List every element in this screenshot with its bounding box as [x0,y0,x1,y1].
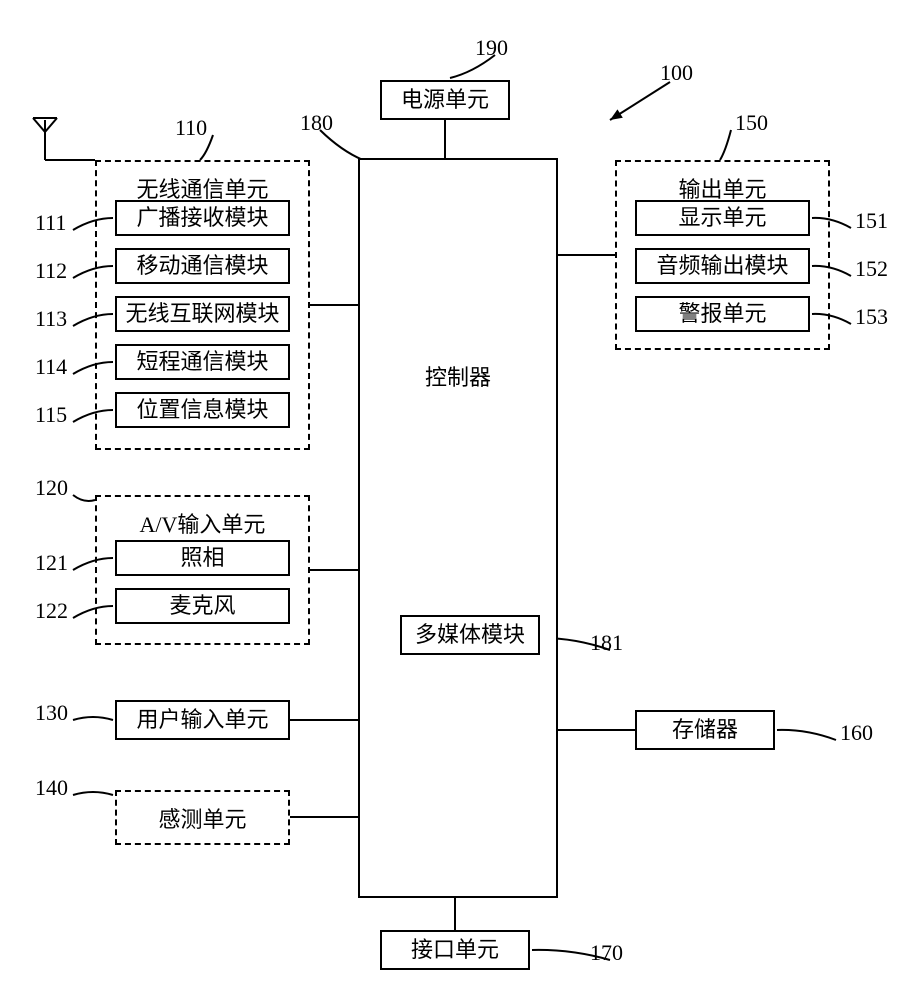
location-label: 位置信息模块 [136,399,268,421]
user-input-block: 用户输入单元 [115,700,290,740]
broadcast-rx-label: 广播接收模块 [136,207,268,229]
power-block: 电源单元 [380,80,510,120]
ref-112: 112 [35,258,67,284]
ref-170: 170 [590,940,623,966]
sensing-block: 感测单元 [115,790,290,845]
camera-block: 照相 [115,540,290,576]
ref-130: 130 [35,700,68,726]
mic-label: 麦克风 [169,595,235,617]
ref-120: 120 [35,475,68,501]
ref-100: 100 [660,60,693,86]
multimedia-block: 多媒体模块 [400,615,540,655]
ref-114: 114 [35,354,67,380]
audio-out-label: 音频输出模块 [656,255,788,277]
ref-180: 180 [300,110,333,136]
ref-151: 151 [855,208,888,234]
ref-122: 122 [35,598,68,624]
mobile-comm-label: 移动通信模块 [136,255,268,277]
interface-block: 接口单元 [380,930,530,970]
ref-190: 190 [475,35,508,61]
ref-150: 150 [735,110,768,136]
memory-label: 存储器 [672,719,738,741]
ref-121: 121 [35,550,68,576]
location-block: 位置信息模块 [115,392,290,428]
ref-160: 160 [840,720,873,746]
ref-110: 110 [175,115,207,141]
short-range-block: 短程通信模块 [115,344,290,380]
interface-label: 接口单元 [411,939,499,961]
ref-152: 152 [855,256,888,282]
controller-label: 控制器 [425,367,491,389]
multimedia-label: 多媒体模块 [415,624,525,646]
ref-111: 111 [35,210,66,236]
ref-181: 181 [590,630,623,656]
audio-out-block: 音频输出模块 [635,248,810,284]
camera-label: 照相 [180,547,224,569]
user-input-label: 用户输入单元 [136,709,268,731]
ref-113: 113 [35,306,67,332]
sensing-label: 感测单元 [158,802,246,834]
wireless-net-label: 无线互联网模块 [125,303,279,325]
broadcast-rx-block: 广播接收模块 [115,200,290,236]
display-block: 显示单元 [635,200,810,236]
alarm-block: 警报单元 [635,296,810,332]
controller-block: 控制器 [358,158,558,898]
display-label: 显示单元 [678,207,766,229]
av-input-title: A/V输入单元 [97,507,308,539]
wireless-net-block: 无线互联网模块 [115,296,290,332]
memory-block: 存储器 [635,710,775,750]
short-range-label: 短程通信模块 [136,351,268,373]
mic-block: 麦克风 [115,588,290,624]
mobile-comm-block: 移动通信模块 [115,248,290,284]
ref-115: 115 [35,402,67,428]
alarm-label: 警报单元 [678,303,766,325]
ref-153: 153 [855,304,888,330]
power-label: 电源单元 [401,89,489,111]
ref-140: 140 [35,775,68,801]
